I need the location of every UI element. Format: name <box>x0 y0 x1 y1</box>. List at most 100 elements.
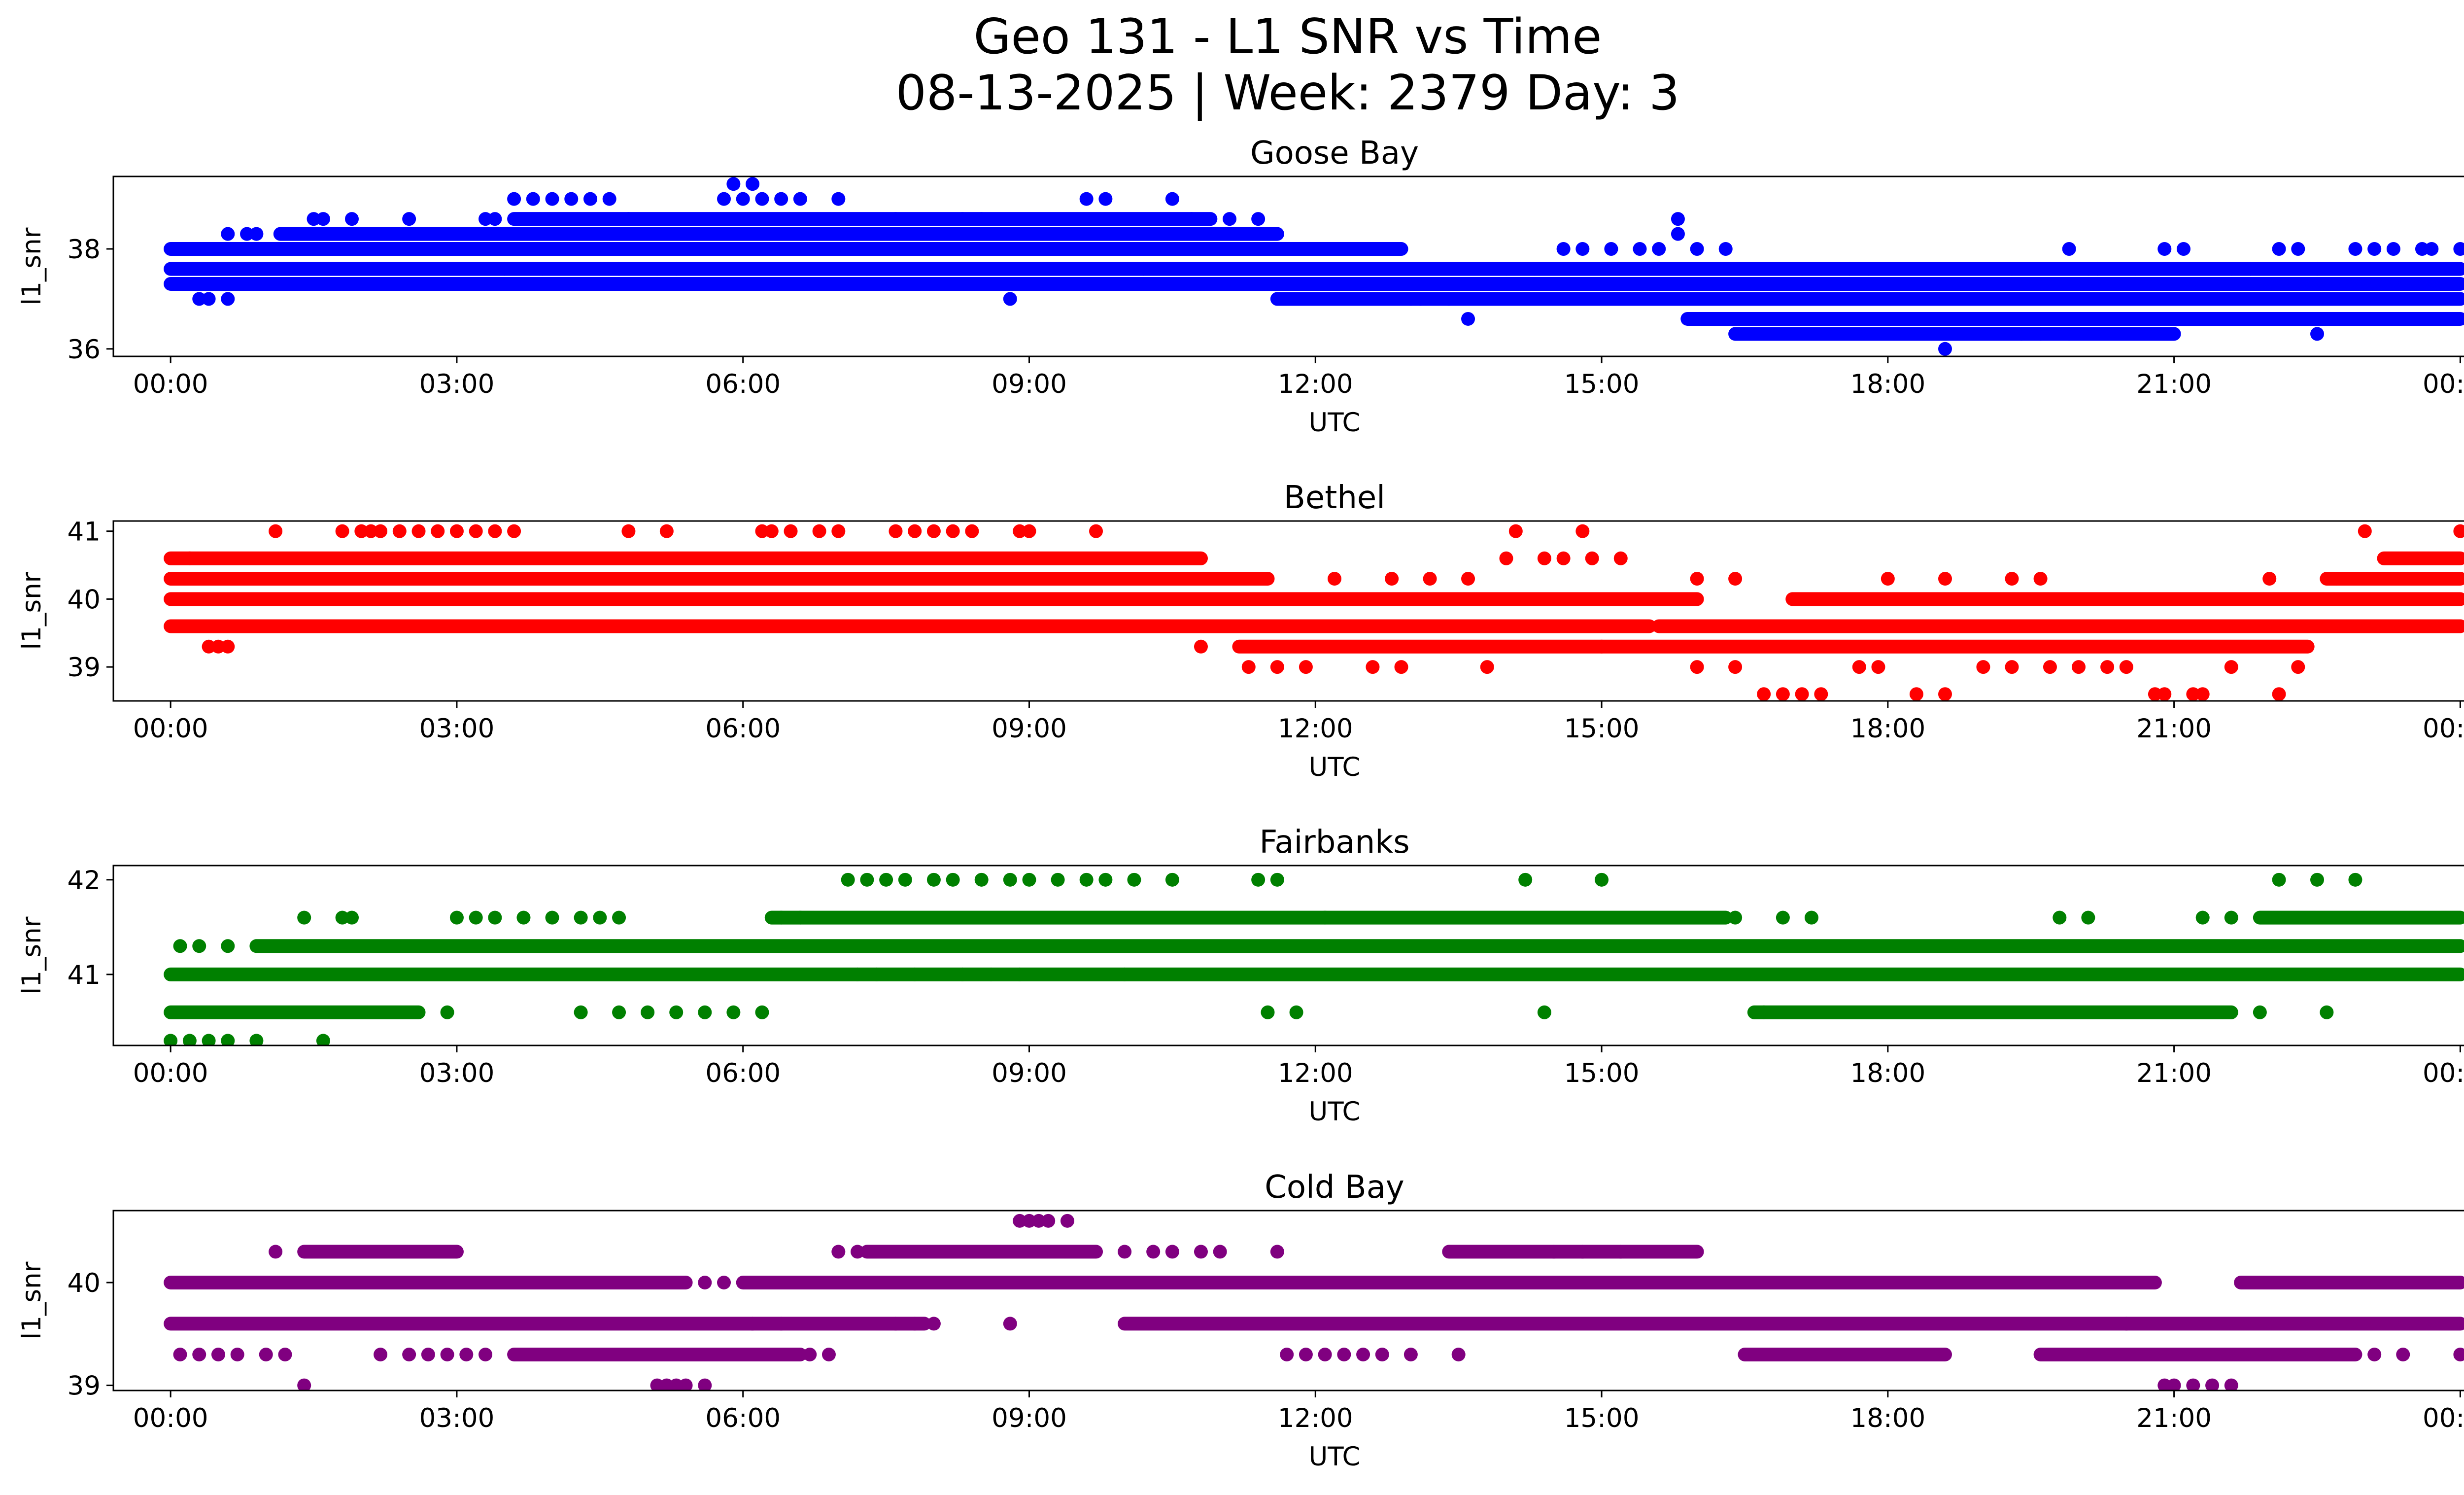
data-point <box>1432 277 1446 291</box>
data-points <box>164 872 2464 1045</box>
data-point <box>2272 687 2286 701</box>
data-point <box>898 872 912 887</box>
data-point <box>545 910 559 925</box>
data-points <box>164 177 2464 356</box>
data-point <box>287 619 302 633</box>
panel-bethel: Bethel 00:00 03:00 06:00 09:00 12:00 15:00 18:0… <box>17 480 2464 782</box>
data-point <box>221 292 235 306</box>
data-point <box>889 524 903 538</box>
panel-title: Goose Bay <box>1250 135 1419 172</box>
data-point <box>2072 660 2086 674</box>
data-point <box>669 1005 684 1019</box>
data-point <box>803 1348 817 1361</box>
data-point <box>2186 1378 2200 1391</box>
data-point <box>1938 687 1952 701</box>
data-point <box>1328 572 1341 586</box>
data-point <box>821 1348 836 1361</box>
data-point <box>755 192 769 206</box>
data-point <box>488 524 502 538</box>
data-point <box>1261 1005 1275 1019</box>
data-point <box>1013 1214 1027 1228</box>
data-point <box>793 910 807 925</box>
data-points <box>164 1214 2464 1391</box>
x-tick-label: 00:00 <box>133 1403 208 1433</box>
data-point <box>2186 687 2200 701</box>
data-point <box>1280 1348 1294 1361</box>
y-tick-label: 40 <box>68 585 101 615</box>
data-point <box>316 212 330 226</box>
x-tick-label: 06:00 <box>705 714 781 744</box>
data-point <box>469 524 483 538</box>
x-axis-label: UTC <box>1308 1097 1360 1127</box>
data-point <box>1366 660 1380 674</box>
data-point <box>908 967 922 981</box>
data-point <box>2224 1378 2238 1391</box>
y-tick-label: 38 <box>68 235 101 265</box>
data-point <box>192 619 206 633</box>
data-point <box>1795 262 1809 276</box>
panel-title: Bethel <box>1284 480 1385 516</box>
data-point <box>831 524 846 538</box>
data-point <box>1098 872 1113 887</box>
data-point <box>1146 1245 1161 1259</box>
data-point <box>1461 572 1475 586</box>
data-point <box>1718 242 1733 256</box>
data-point <box>1814 262 1828 276</box>
data-point <box>2243 262 2258 276</box>
data-point <box>2195 687 2210 701</box>
data-point <box>1127 872 1141 887</box>
data-point <box>574 619 588 633</box>
data-point <box>2053 910 2067 925</box>
data-point <box>583 192 597 206</box>
data-point <box>1356 1348 1370 1361</box>
data-point <box>2224 660 2238 674</box>
data-point <box>1194 1245 1208 1259</box>
data-point <box>2262 1348 2277 1361</box>
data-point <box>1194 639 1208 654</box>
data-point <box>516 910 531 925</box>
data-point <box>755 524 769 538</box>
data-point <box>1776 687 1790 701</box>
data-point <box>459 1348 474 1361</box>
data-point <box>402 212 416 226</box>
data-point <box>2348 242 2362 256</box>
y-axis-label: l1_snr <box>17 1261 47 1339</box>
data-point <box>173 939 187 953</box>
data-point <box>574 910 588 925</box>
x-tick-label: 15:00 <box>1564 714 1640 744</box>
axes-frame <box>112 175 2464 357</box>
data-point <box>545 619 559 633</box>
data-point <box>488 212 502 226</box>
data-point <box>1671 212 1685 226</box>
data-point <box>1022 1214 1036 1228</box>
data-point <box>860 619 874 633</box>
x-tick-label: 03:00 <box>419 714 495 744</box>
data-point <box>221 227 235 241</box>
data-point <box>2033 327 2048 341</box>
x-tick-label: 18:00 <box>1850 714 1925 744</box>
data-point <box>1041 1214 1056 1228</box>
data-point <box>1013 967 1027 981</box>
data-point <box>1022 524 1036 538</box>
data-point <box>1556 551 1571 565</box>
data-point <box>926 1317 941 1331</box>
data-point <box>2272 872 2286 887</box>
data-point <box>240 227 254 241</box>
data-point <box>2081 910 2095 925</box>
data-point <box>449 524 464 538</box>
data-point <box>497 619 512 633</box>
data-point <box>431 524 445 538</box>
data-point <box>1652 242 1666 256</box>
data-point <box>936 277 951 291</box>
data-point <box>831 192 846 206</box>
data-point <box>774 1317 788 1331</box>
data-point <box>1299 1348 1313 1361</box>
data-point <box>2062 242 2076 256</box>
data-point <box>2176 242 2190 256</box>
data-point <box>1394 660 1408 674</box>
x-tick-label: 18:00 <box>1850 1403 1925 1433</box>
data-point <box>755 1005 769 1019</box>
data-point <box>374 1348 388 1361</box>
x-tick-label: 09:00 <box>992 369 1067 399</box>
data-point <box>1375 1348 1389 1361</box>
